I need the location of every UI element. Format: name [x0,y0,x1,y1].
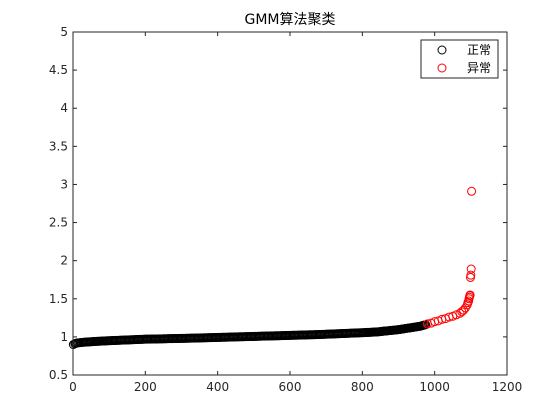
y-tick-label: 2 [60,254,68,268]
y-tick-label: 1.5 [49,292,68,306]
y-tick-label: 0.5 [49,368,68,382]
y-tick-label: 2.5 [49,216,68,230]
y-tick-label: 4 [60,101,68,115]
x-tick-label: 1000 [419,380,450,394]
data-point-anomaly [467,186,477,196]
x-tick-label: 600 [279,380,302,394]
legend-label-anomaly: 异常 [467,61,491,75]
y-tick-label: 3 [60,177,68,191]
data-point-anomaly [465,290,475,300]
y-tick-label: 5 [60,25,68,39]
ticks-layer: 0 200 400 600 800 1000 1200 0.5 1 1.5 2 2.5 3 3.5 4 4.5… [49,25,522,394]
legend-label-normal: 正常 [467,43,491,57]
chart-title: GMM算法聚类 [244,12,335,28]
data-point-anomaly [466,264,476,274]
legend-marker-normal [437,45,447,55]
x-tick-label: 0 [69,380,77,394]
y-tick-label: 1 [60,330,68,344]
legend: 正常 异常 [420,39,499,79]
x-tick-label: 400 [206,380,229,394]
points-layer [68,186,477,350]
legend-marker-anomaly [437,63,447,73]
x-tick-label: 800 [351,380,374,394]
legend-box [420,39,499,79]
data-point-anomaly [466,270,476,280]
series-normal [68,320,431,350]
x-tick-label: 200 [134,380,157,394]
x-tick-label: 1200 [492,380,523,394]
y-tick-label: 3.5 [49,139,68,153]
series-anomaly [422,186,477,329]
y-tick-label: 4.5 [49,63,68,77]
